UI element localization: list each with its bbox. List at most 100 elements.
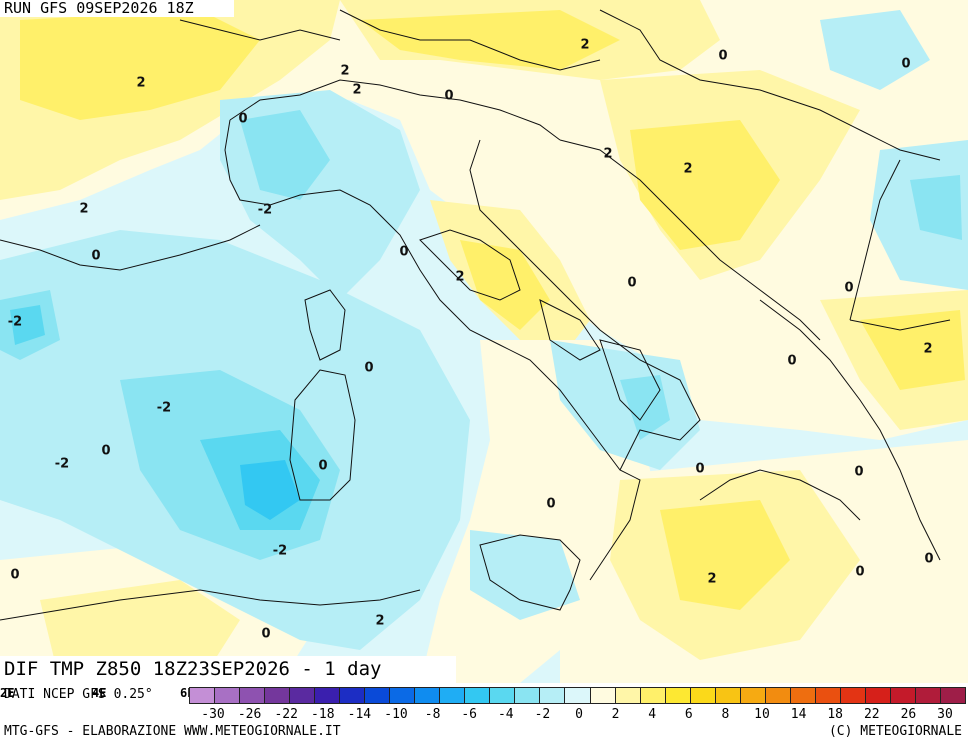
- contour-label: 0: [238, 111, 248, 127]
- border-line: [179, 19, 341, 41]
- contour-label: 0: [546, 496, 556, 512]
- border-line: [699, 469, 861, 521]
- border-line: [304, 289, 346, 361]
- color-scale-swatch: [939, 687, 966, 704]
- color-scale-tick: 18: [827, 707, 844, 722]
- contour-label: 0: [844, 280, 854, 296]
- border-line: [759, 299, 941, 561]
- anomaly-field-patch: [240, 110, 330, 200]
- color-scale-swatch: [739, 687, 766, 704]
- border-line: [599, 339, 661, 421]
- color-scale-swatch: [639, 687, 666, 704]
- axis-fragment-1: 4E: [92, 686, 107, 700]
- color-scale-tick: 2: [611, 707, 620, 722]
- border-line: [339, 9, 601, 71]
- color-scale-swatch: [589, 687, 616, 704]
- border-line: [599, 9, 941, 161]
- color-scale-tick: 8: [721, 707, 730, 722]
- anomaly-field-patch: [20, 10, 260, 120]
- contour-label: 0: [364, 360, 374, 376]
- color-scale-tick: -10: [384, 707, 408, 722]
- contour-label: 2: [683, 161, 693, 177]
- color-scale-swatch: [564, 687, 591, 704]
- credit-left: MTG-GFS - ELABORAZIONE WWW.METEOGIORNALE…: [4, 724, 341, 739]
- map-title: DIF TMP Z850 18Z23SEP2026 - 1 day: [0, 656, 456, 683]
- color-scale-swatch: [239, 687, 266, 704]
- color-scale-swatch: [914, 687, 941, 704]
- contour-label: 0: [924, 551, 934, 567]
- border-line: [229, 79, 561, 141]
- border-line: [559, 139, 821, 341]
- anomaly-field-patch: [660, 500, 790, 610]
- border-line: [849, 319, 951, 331]
- anomaly-field-patch: [470, 530, 580, 620]
- color-scale-swatch: [364, 687, 391, 704]
- color-scale-swatch: [514, 687, 541, 704]
- anomaly-field-patch: [460, 240, 550, 330]
- color-scale-tick: 10: [754, 707, 770, 722]
- color-scale-swatch: [764, 687, 791, 704]
- border-line: [289, 369, 356, 501]
- color-scale-tick: 6: [684, 707, 693, 722]
- color-scale-swatch: [414, 687, 441, 704]
- contour-label: 2: [603, 146, 613, 162]
- color-scale-tick: -4: [497, 707, 514, 722]
- color-scale-tick: 26: [900, 707, 917, 722]
- anomaly-field-patch: [820, 10, 930, 90]
- border-line: [479, 534, 581, 611]
- contour-label: 0: [695, 461, 705, 477]
- color-scale-swatch: [439, 687, 466, 704]
- color-scale-swatch: [389, 687, 416, 704]
- source-label: DATI NCEP GFS 0.25°: [4, 687, 153, 702]
- color-scale-swatch: [189, 687, 216, 704]
- color-scale-tick: -22: [274, 707, 298, 722]
- color-scale-tick: 14: [790, 707, 807, 722]
- axis-fragment-0: 2E: [0, 686, 15, 700]
- contour-label: 0: [787, 353, 797, 369]
- contour-label: -2: [272, 543, 288, 559]
- contour-label: 2: [79, 201, 89, 217]
- contour-label: 0: [901, 56, 911, 72]
- color-scale-swatch: [714, 687, 741, 704]
- color-scale-swatch: [264, 687, 291, 704]
- color-scale-swatch: [664, 687, 691, 704]
- color-scale-tick: -8: [424, 707, 441, 722]
- color-scale-tick: -2: [534, 707, 551, 722]
- contour-label: 0: [855, 564, 865, 580]
- contour-label: -2: [7, 314, 23, 330]
- contour-label: -2: [54, 456, 70, 472]
- run-label: RUN GFS 09SEP2026 18Z: [0, 0, 234, 17]
- anomaly-field-patch: [910, 175, 962, 240]
- anomaly-field-patch: [360, 10, 620, 70]
- contour-label: 2: [375, 613, 385, 629]
- color-scale-tick: -26: [237, 707, 262, 722]
- color-scale-swatch: [314, 687, 341, 704]
- color-scale-tick: 0: [575, 707, 583, 722]
- border-line: [419, 229, 521, 301]
- color-scale-swatch: [864, 687, 891, 704]
- contour-label: 2: [340, 63, 350, 79]
- anomaly-field-patch: [630, 120, 780, 250]
- color-scale-swatch: [789, 687, 816, 704]
- color-scale-swatch: [289, 687, 316, 704]
- contour-label: -2: [257, 202, 273, 218]
- color-scale-tick: 30: [937, 707, 953, 722]
- contour-label: 0: [10, 567, 20, 583]
- color-scale-bar: [189, 687, 966, 704]
- contour-label: -2: [156, 400, 172, 416]
- color-scale-tick: 4: [648, 707, 657, 722]
- contour-label: 0: [318, 458, 328, 474]
- forecast-map: RUN GFS 09SEP2026 18Z 2 2 2 0 2 0 0 2 2 2 2 -2 0 0 2 0 0…: [0, 0, 968, 683]
- color-scale-swatch: [489, 687, 516, 704]
- contour-label: 2: [923, 341, 933, 357]
- color-scale-tick: -6: [461, 707, 478, 722]
- credit-right: (C) METEOGIORNALE: [828, 724, 962, 739]
- contour-label: 0: [399, 244, 409, 260]
- border-line: [0, 224, 261, 271]
- contour-label: 2: [580, 37, 590, 53]
- contour-label: 2: [707, 571, 717, 587]
- color-scale-swatch: [889, 687, 916, 704]
- border-line: [224, 119, 641, 581]
- contour-label: 2: [136, 75, 146, 91]
- contour-label: 0: [91, 248, 101, 264]
